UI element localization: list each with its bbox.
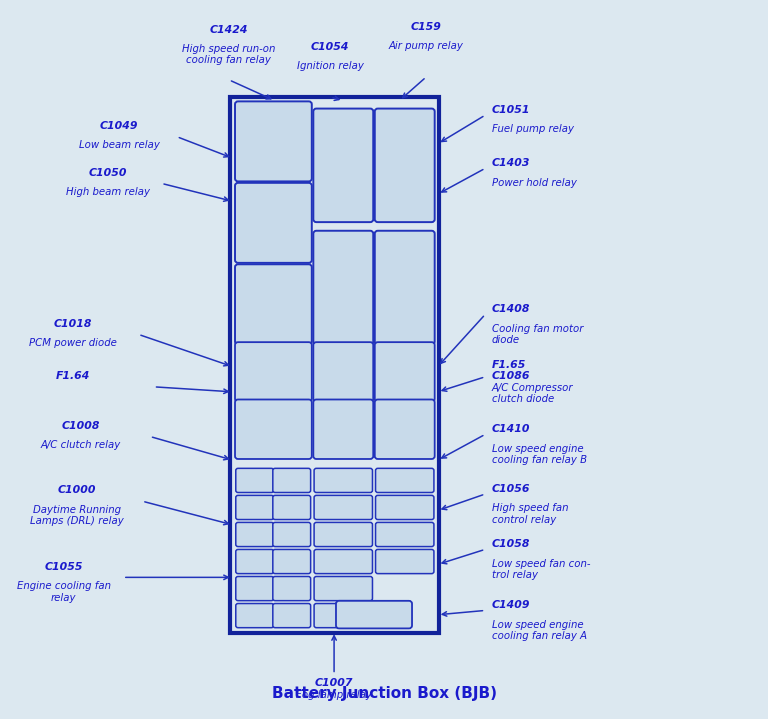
Text: C1018: C1018: [54, 319, 92, 329]
FancyBboxPatch shape: [375, 109, 435, 222]
Text: Low speed engine
cooling fan relay A: Low speed engine cooling fan relay A: [492, 620, 587, 641]
FancyBboxPatch shape: [273, 495, 310, 520]
Text: A/C Compressor
clutch diode: A/C Compressor clutch diode: [492, 383, 573, 404]
FancyBboxPatch shape: [313, 231, 373, 344]
Text: Battery Junction Box (BJB): Battery Junction Box (BJB): [272, 686, 496, 701]
FancyBboxPatch shape: [235, 400, 312, 459]
FancyBboxPatch shape: [375, 342, 435, 402]
FancyBboxPatch shape: [376, 495, 434, 520]
FancyBboxPatch shape: [314, 495, 372, 520]
FancyBboxPatch shape: [313, 109, 373, 222]
FancyBboxPatch shape: [314, 577, 372, 600]
Text: C1056: C1056: [492, 484, 530, 494]
FancyBboxPatch shape: [236, 523, 273, 546]
FancyBboxPatch shape: [314, 523, 372, 546]
Text: C1403: C1403: [492, 158, 530, 168]
FancyBboxPatch shape: [273, 523, 310, 546]
Text: C1054: C1054: [311, 42, 349, 52]
Text: C1055: C1055: [45, 562, 83, 572]
Text: High beam relay: High beam relay: [65, 187, 150, 197]
Text: High speed fan
control relay: High speed fan control relay: [492, 503, 568, 525]
FancyBboxPatch shape: [314, 603, 372, 628]
Text: C1086: C1086: [492, 371, 530, 381]
FancyBboxPatch shape: [314, 549, 372, 574]
FancyBboxPatch shape: [376, 468, 434, 493]
Text: C1049: C1049: [100, 121, 138, 131]
FancyBboxPatch shape: [273, 468, 310, 493]
FancyBboxPatch shape: [313, 400, 373, 459]
Text: Air pump relay: Air pump relay: [389, 41, 464, 51]
Text: Fuel pump relay: Fuel pump relay: [492, 124, 574, 134]
FancyBboxPatch shape: [375, 400, 435, 459]
Text: F1.64: F1.64: [56, 371, 90, 381]
FancyBboxPatch shape: [236, 495, 273, 520]
FancyBboxPatch shape: [235, 342, 312, 402]
FancyBboxPatch shape: [336, 601, 412, 628]
Text: C1408: C1408: [492, 304, 530, 314]
FancyBboxPatch shape: [236, 549, 273, 574]
Text: C1050: C1050: [88, 168, 127, 178]
Text: F1.65: F1.65: [492, 360, 526, 370]
Text: C1409: C1409: [492, 600, 530, 610]
Text: High speed run-on
cooling fan relay: High speed run-on cooling fan relay: [182, 44, 276, 65]
FancyBboxPatch shape: [376, 549, 434, 574]
Text: C1000: C1000: [58, 485, 96, 495]
Text: Daytime Running
Lamps (DRL) relay: Daytime Running Lamps (DRL) relay: [30, 505, 124, 526]
FancyBboxPatch shape: [273, 577, 310, 600]
FancyBboxPatch shape: [313, 342, 373, 402]
Text: PCM power diode: PCM power diode: [29, 338, 117, 348]
Text: C1051: C1051: [492, 105, 530, 115]
FancyBboxPatch shape: [235, 101, 312, 181]
Text: C1008: C1008: [61, 421, 100, 431]
Text: C1007: C1007: [315, 678, 353, 688]
FancyBboxPatch shape: [376, 523, 434, 546]
FancyBboxPatch shape: [375, 231, 435, 344]
FancyBboxPatch shape: [236, 468, 273, 493]
Bar: [230, 97, 439, 633]
Text: Power hold relay: Power hold relay: [492, 178, 577, 188]
FancyBboxPatch shape: [236, 577, 273, 600]
Text: C159: C159: [411, 22, 442, 32]
FancyBboxPatch shape: [236, 603, 273, 628]
FancyBboxPatch shape: [314, 468, 372, 493]
Text: Engine cooling fan
relay: Engine cooling fan relay: [17, 581, 111, 603]
Text: A/C clutch relay: A/C clutch relay: [41, 440, 121, 450]
FancyBboxPatch shape: [235, 183, 312, 263]
Text: Low speed fan con-
trol relay: Low speed fan con- trol relay: [492, 559, 590, 580]
Text: Low beam relay: Low beam relay: [78, 140, 160, 150]
Text: Ignition relay: Ignition relay: [296, 61, 364, 71]
Text: Fog lamp relay: Fog lamp relay: [296, 690, 372, 700]
FancyBboxPatch shape: [273, 549, 310, 574]
Text: Cooling fan motor
diode: Cooling fan motor diode: [492, 324, 583, 345]
Text: C1058: C1058: [492, 539, 530, 549]
Text: C1410: C1410: [492, 424, 530, 434]
FancyBboxPatch shape: [273, 603, 310, 628]
Text: Low speed engine
cooling fan relay B: Low speed engine cooling fan relay B: [492, 444, 587, 465]
FancyBboxPatch shape: [235, 265, 312, 344]
Text: C1424: C1424: [210, 24, 248, 35]
